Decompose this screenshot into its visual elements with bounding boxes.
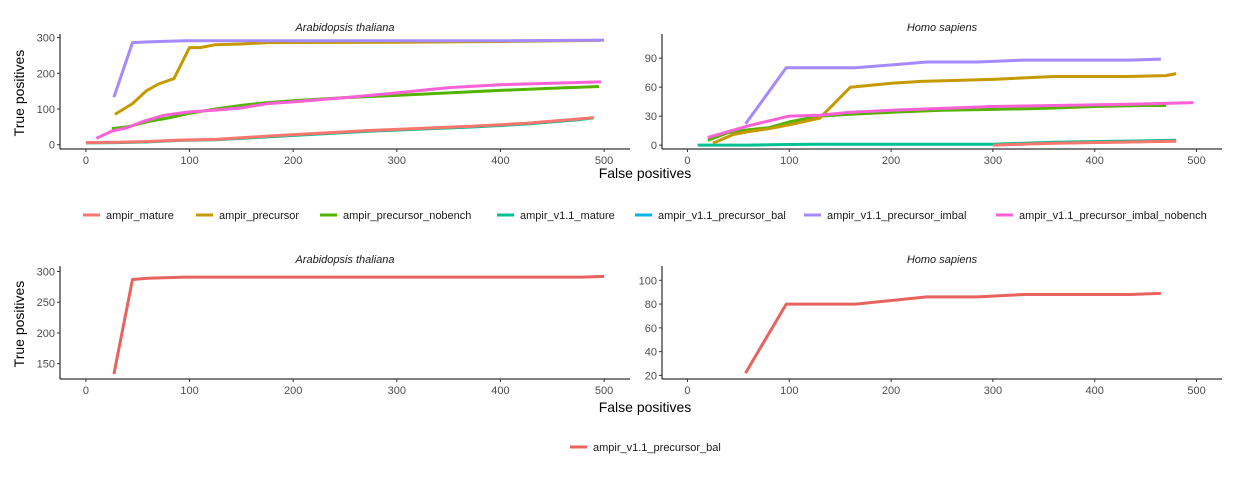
legend-item: ampir_mature bbox=[83, 210, 174, 222]
y-tick-label: 30 bbox=[645, 111, 657, 123]
y-tick-label: 200 bbox=[37, 68, 55, 80]
facet-title: Arabidopsis thaliana bbox=[294, 22, 394, 34]
series-line-ampir_v1.1_precursor_imbal_nobench bbox=[95, 80, 602, 140]
x-tick-label: 100 bbox=[180, 155, 198, 167]
y-tick-label: 250 bbox=[37, 297, 55, 309]
x-tick-label: 500 bbox=[1187, 155, 1205, 167]
x-tick-label: 200 bbox=[882, 385, 900, 397]
y-tick-label: 300 bbox=[37, 33, 55, 45]
y-tick-label: 0 bbox=[49, 140, 55, 152]
panel-2: Arabidopsis thaliana 0 100 200 300 400 500 150 2… bbox=[37, 254, 630, 397]
x-tick-label: 500 bbox=[595, 155, 613, 167]
x-tick-label: 400 bbox=[1086, 385, 1104, 397]
x-tick-label: 400 bbox=[1086, 155, 1104, 167]
y-tick-label: 40 bbox=[645, 347, 657, 359]
series-line-ampir_v1.1_mature bbox=[85, 116, 594, 145]
series-line-ampir_v1.1_precursor_bal bbox=[744, 291, 1161, 374]
x-tick-label: 200 bbox=[284, 155, 302, 167]
series-line-ampir_precursor bbox=[114, 38, 602, 116]
y-tick-label: 60 bbox=[645, 323, 657, 335]
panel-1: Homo sapiens 0 100 200 300 400 500 0 30 60 90 bbox=[645, 22, 1222, 167]
legend-label: ampir_precursor_nobench bbox=[343, 210, 471, 222]
legend-item: ampir_v1.1_precursor_imbal bbox=[804, 210, 966, 222]
y-tick-label: 90 bbox=[645, 53, 657, 65]
series-line-ampir_v1.1_precursor_imbal_nobench bbox=[707, 101, 1194, 139]
facet-title: Homo sapiens bbox=[907, 22, 978, 34]
x-tick-label: 100 bbox=[180, 385, 198, 397]
y-axis-title-bottom: True positives bbox=[11, 281, 27, 368]
legend-item: ampir_v1.1_precursor_imbal_nobench bbox=[996, 210, 1207, 222]
x-axis-title-bottom: False positives bbox=[599, 399, 692, 415]
legend-item: ampir_v1.1_precursor_bal bbox=[570, 442, 721, 454]
legend-label: ampir_v1.1_precursor_bal bbox=[658, 210, 786, 222]
x-tick-label: 300 bbox=[388, 385, 406, 397]
x-tick-label: 500 bbox=[595, 385, 613, 397]
y-tick-label: 150 bbox=[37, 359, 55, 371]
series-line-ampir_precursor_nobench bbox=[707, 104, 1166, 142]
y-tick-label: 200 bbox=[37, 328, 55, 340]
legend-label: ampir_precursor bbox=[219, 210, 299, 222]
legend-label: ampir_mature bbox=[106, 210, 174, 222]
series-line-ampir_v1.1_precursor_bal bbox=[112, 274, 605, 375]
series-line-ampir_precursor bbox=[712, 72, 1177, 145]
y-tick-label: 60 bbox=[645, 82, 657, 94]
x-tick-label: 300 bbox=[984, 155, 1002, 167]
y-tick-label: 80 bbox=[645, 299, 657, 311]
x-tick-label: 500 bbox=[1187, 385, 1205, 397]
x-tick-label: 100 bbox=[780, 385, 798, 397]
y-tick-label: 0 bbox=[651, 140, 657, 152]
x-tick-label: 300 bbox=[984, 385, 1002, 397]
legend-label: ampir_v1.1_precursor_imbal bbox=[827, 210, 966, 222]
legend-label: ampir_v1.1_precursor_imbal_nobench bbox=[1019, 210, 1207, 222]
y-tick-label: 20 bbox=[645, 370, 657, 382]
legend-label: ampir_v1.1_mature bbox=[520, 210, 615, 222]
x-tick-label: 300 bbox=[388, 155, 406, 167]
legend-bottom: ampir_v1.1_precursor_bal bbox=[570, 442, 721, 454]
y-tick-label: 100 bbox=[639, 275, 657, 287]
x-tick-label: 100 bbox=[780, 155, 798, 167]
series-line-ampir_mature bbox=[85, 116, 594, 145]
x-tick-label: 0 bbox=[83, 155, 89, 167]
y-tick-label: 100 bbox=[37, 104, 55, 116]
legend-item: ampir_precursor_nobench bbox=[320, 210, 471, 222]
y-axis-title-top: True positives bbox=[11, 50, 27, 137]
x-tick-label: 200 bbox=[284, 385, 302, 397]
x-axis-title-top: False positives bbox=[599, 165, 692, 181]
legend-top: ampir_mature ampir_precursor ampir_precurs… bbox=[83, 210, 1207, 222]
x-tick-label: 400 bbox=[491, 155, 509, 167]
legend-label: ampir_v1.1_precursor_bal bbox=[593, 442, 721, 454]
panel-3: Homo sapiens 0 100 200 300 400 500 20 40 60 80 100 bbox=[639, 254, 1222, 397]
facet-title: Arabidopsis thaliana bbox=[294, 254, 394, 266]
legend-item: ampir_v1.1_mature bbox=[497, 210, 615, 222]
x-tick-label: 0 bbox=[684, 385, 690, 397]
x-tick-label: 400 bbox=[491, 385, 509, 397]
x-tick-label: 0 bbox=[684, 155, 690, 167]
panel-0: Arabidopsis thaliana 0 100 200 300 400 500 0 100… bbox=[37, 22, 630, 167]
x-tick-label: 0 bbox=[83, 385, 89, 397]
series-line-ampir_v1.1_precursor_imbal bbox=[744, 57, 1161, 125]
series-line-ampir_v1.1_precursor_imbal bbox=[112, 38, 605, 98]
legend-item: ampir_v1.1_precursor_bal bbox=[635, 210, 786, 222]
legend-item: ampir_precursor bbox=[196, 210, 299, 222]
series-line-ampir_mature bbox=[992, 139, 1177, 147]
facet-title: Homo sapiens bbox=[907, 254, 978, 266]
y-tick-label: 300 bbox=[37, 267, 55, 279]
x-tick-label: 200 bbox=[882, 155, 900, 167]
